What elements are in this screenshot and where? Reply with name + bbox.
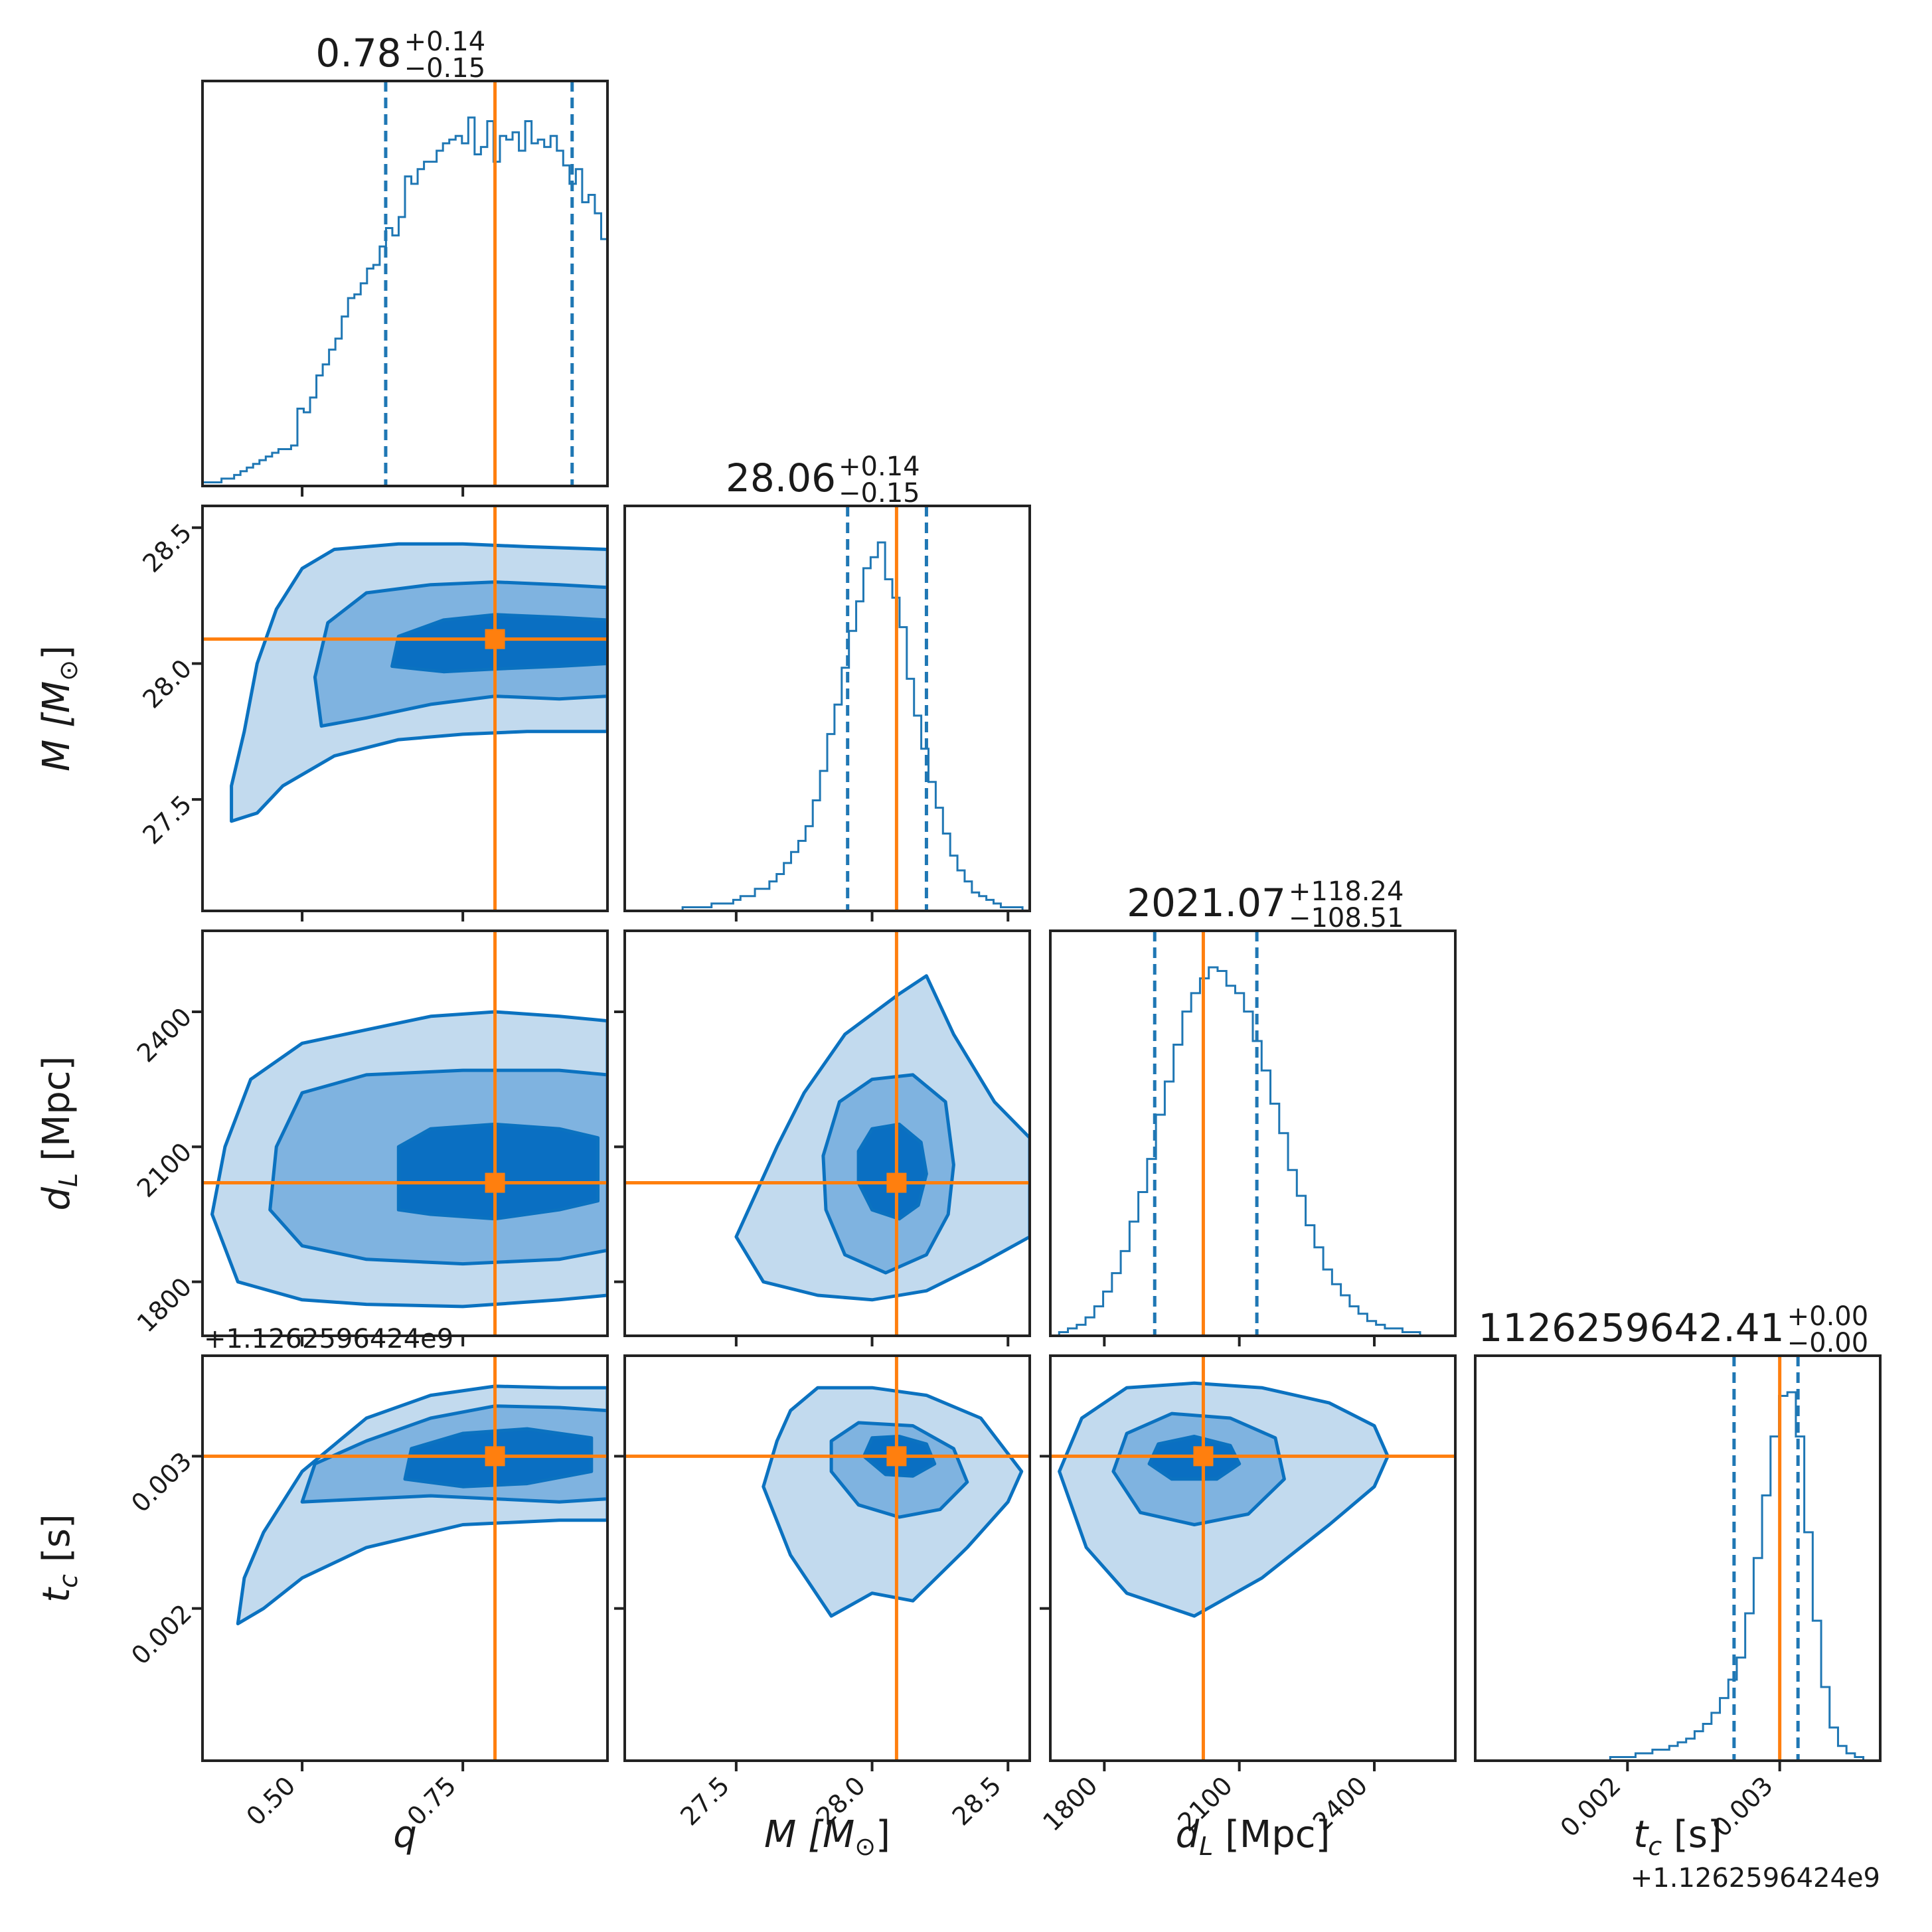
truth-marker-q-d_L <box>485 1172 505 1193</box>
panel-frame-0-0 <box>201 80 609 487</box>
histogram-step-d_L <box>1050 966 1455 1336</box>
histogram-step-M <box>625 541 1030 911</box>
x-axis-label-t_c: tc [s] <box>1633 1813 1722 1861</box>
truth-marker-M-d_L <box>886 1172 907 1193</box>
title-q: 0.78 <box>315 31 401 76</box>
contour-level-3-q-d_L <box>396 1122 600 1221</box>
y-tick-label-d_L-2: 2400 <box>131 1002 198 1068</box>
contour-panel-q-t_c <box>202 1356 607 1761</box>
truth-marker-d_L-t_c <box>1193 1446 1214 1467</box>
y-tick-label-M-2: 28.5 <box>137 518 197 578</box>
panel-frame-1-0 <box>201 505 609 912</box>
contour-level-3-M-d_L <box>856 1122 928 1221</box>
truth-marker-q-M <box>485 629 505 649</box>
y-tick-label-d_L-1: 2100 <box>131 1137 198 1203</box>
title-dL: 2021.07 <box>1127 880 1286 926</box>
contour-panel-q-d_L <box>202 931 607 1336</box>
title-errors-tc: +0.00 <box>1787 1301 1869 1332</box>
y-tick-label-M-0: 27.5 <box>137 789 197 850</box>
x-tick-label-q-0: 0.50 <box>241 1771 301 1831</box>
title-errors-q: +0.14 <box>404 27 486 57</box>
title-minus-M: −0.15 <box>839 478 920 509</box>
x-offset-label-tc: +1.1262596424e9 <box>1631 1863 1880 1893</box>
y-axis-label-t_c: tc [s] <box>35 1514 83 1603</box>
x-tick-label-t_c-0: 0.002 <box>1555 1771 1627 1842</box>
x-axis-label-d_L: dL [Mpc] <box>1176 1813 1330 1861</box>
histogram-t_c <box>1475 1356 1880 1761</box>
histogram-step-q <box>202 116 607 486</box>
title-minus-tc: −0.00 <box>1787 1328 1869 1358</box>
title-errors-dL: +118.24 <box>1289 876 1404 907</box>
contour-panel-d_L-t_c <box>1050 1356 1455 1761</box>
panel-frame-1-1 <box>623 505 1031 912</box>
x-tick-label-M-2: 28.5 <box>947 1771 1007 1831</box>
panel-frame-3-3 <box>1474 1354 1882 1762</box>
y-tick-label-d_L-0: 1800 <box>131 1272 198 1338</box>
contour-panel-M-t_c <box>625 1356 1030 1761</box>
y-axis-label-d_L: dL [Mpc] <box>35 1056 83 1211</box>
y-axis-label-M: M [M⊙] <box>35 645 83 771</box>
x-axis-label-M: M [M⊙] <box>764 1813 890 1861</box>
x-axis-label-q: q <box>393 1813 417 1856</box>
x-tick-label-M-0: 27.5 <box>675 1771 735 1831</box>
panel-frame-2-2 <box>1049 929 1457 1337</box>
title-M: 28.06 <box>726 455 836 501</box>
y-tick-label-t_c-1: 0.003 <box>125 1447 197 1518</box>
histogram-step-t_c <box>1475 1391 1880 1761</box>
y-offset-label-tc: +1.1262596424e9 <box>204 1324 453 1354</box>
truth-marker-q-t_c <box>485 1446 505 1467</box>
y-tick-label-t_c-0: 0.002 <box>125 1599 197 1670</box>
title-minus-dL: −108.51 <box>1289 903 1404 933</box>
x-tick-label-d_L-0: 1800 <box>1037 1771 1103 1837</box>
histogram-M <box>625 506 1030 911</box>
truth-marker-M-t_c <box>886 1446 907 1467</box>
title-minus-q: −0.15 <box>404 53 486 84</box>
title-errors-M: +0.14 <box>839 451 920 482</box>
contour-panel-M-d_L <box>625 931 1030 1336</box>
title-tc: 1126259642.41 <box>1478 1305 1784 1350</box>
histogram-d_L <box>1050 931 1455 1336</box>
y-tick-label-M-1: 28.0 <box>137 654 197 714</box>
panel-frame-3-0 <box>201 1354 609 1762</box>
panel-frame-3-2 <box>1049 1354 1457 1762</box>
panel-frame-2-0 <box>201 929 609 1337</box>
panel-frame-2-1 <box>623 929 1031 1337</box>
histogram-q <box>202 81 607 486</box>
panel-frame-3-1 <box>623 1354 1031 1762</box>
panels-layer <box>192 80 1882 1771</box>
contour-panel-q-M <box>202 506 607 911</box>
